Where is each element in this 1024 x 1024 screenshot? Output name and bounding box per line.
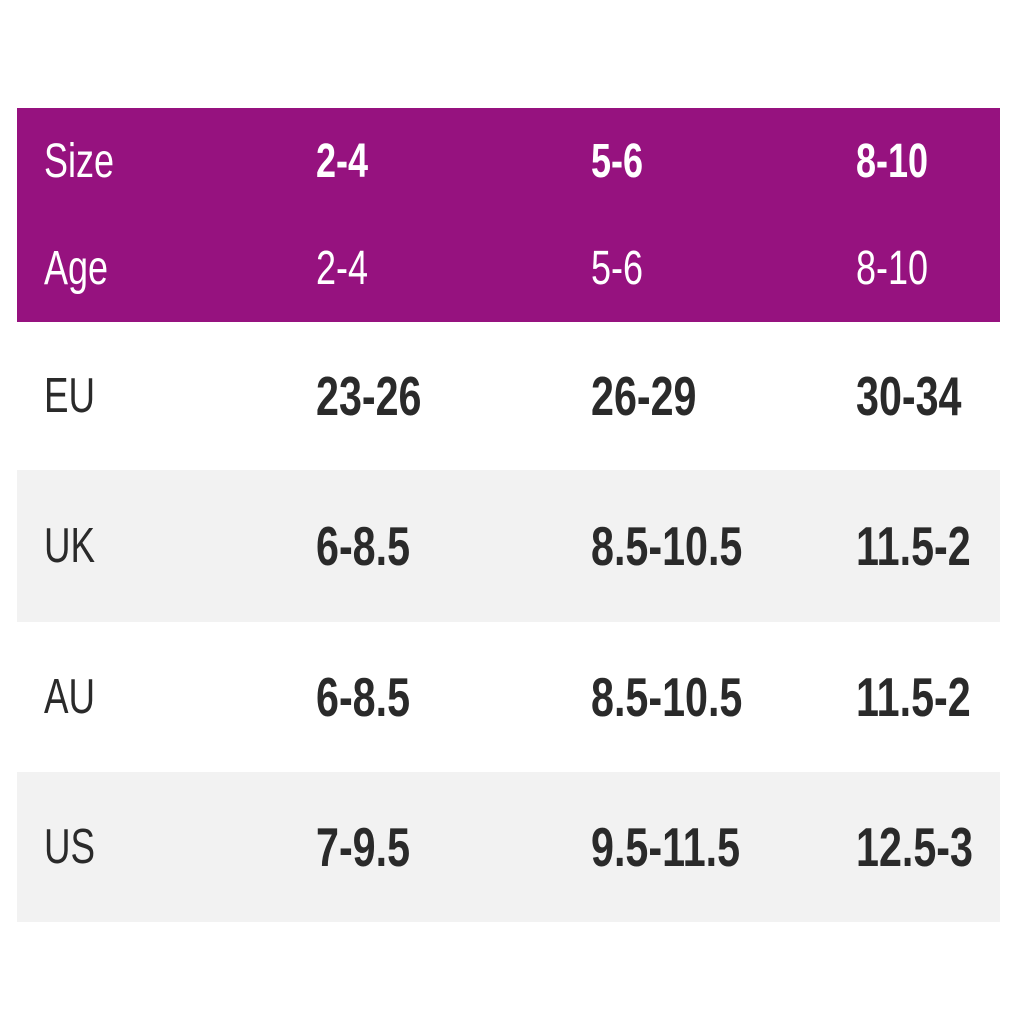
row-label-size: Size	[17, 134, 289, 188]
au-value-col3: 11.5-2	[829, 665, 1009, 728]
uk-value-col3: 11.5-2	[829, 514, 1009, 577]
age-value-col1: 2-4	[289, 241, 564, 295]
au-value-col2: 8.5-10.5	[564, 665, 829, 728]
table-row-au: AU 6-8.5 8.5-10.5 11.5-2	[17, 622, 1000, 772]
size-value-col2: 5-6	[564, 134, 829, 188]
us-value-col2-text: 9.5-11.5	[591, 815, 741, 878]
table-row-us: US 7-9.5 9.5-11.5 12.5-3	[17, 772, 1000, 922]
table-row-age: Age 2-4 5-6 8-10	[17, 215, 1000, 322]
au-value-col3-text: 11.5-2	[856, 665, 971, 728]
age-value-col1-text: 2-4	[316, 241, 369, 295]
row-label-size-text: Size	[44, 134, 115, 188]
row-label-eu-text: EU	[44, 368, 96, 423]
uk-value-col1: 6-8.5	[289, 514, 564, 577]
size-value-col3: 8-10	[829, 134, 1000, 188]
row-label-eu: EU	[17, 368, 289, 423]
size-value-col1: 2-4	[289, 134, 564, 188]
uk-value-col1-text: 6-8.5	[316, 514, 411, 577]
eu-value-col2-text: 26-29	[591, 364, 697, 427]
row-label-uk: UK	[17, 518, 289, 573]
uk-value-col2-text: 8.5-10.5	[591, 514, 743, 577]
eu-value-col3: 30-34	[829, 364, 1000, 427]
age-value-col3-text: 8-10	[856, 241, 929, 295]
us-value-col1-text: 7-9.5	[316, 815, 411, 878]
row-label-au: AU	[17, 669, 289, 724]
size-value-col3-text: 8-10	[856, 134, 929, 188]
size-chart-header: Size 2-4 5-6 8-10 Age 2-4 5-6 8-10	[17, 108, 1000, 322]
us-value-col2: 9.5-11.5	[564, 815, 829, 878]
row-label-age: Age	[17, 241, 289, 295]
eu-value-col1: 23-26	[289, 364, 564, 427]
us-value-col3-text: 12.5-3	[856, 815, 973, 878]
row-label-au-text: AU	[44, 669, 96, 724]
age-value-col2-text: 5-6	[591, 241, 644, 295]
table-row-eu: EU 23-26 26-29 30-34	[17, 322, 1000, 470]
uk-value-col2: 8.5-10.5	[564, 514, 829, 577]
size-chart-table: Size 2-4 5-6 8-10 Age 2-4 5-6 8-10	[17, 108, 1000, 922]
row-label-age-text: Age	[44, 241, 109, 295]
au-value-col2-text: 8.5-10.5	[591, 665, 743, 728]
age-value-col3: 8-10	[829, 241, 1000, 295]
us-value-col3: 12.5-3	[829, 815, 1012, 878]
row-label-us-text: US	[44, 819, 96, 874]
table-row-size: Size 2-4 5-6 8-10	[17, 108, 1000, 215]
table-row-uk: UK 6-8.5 8.5-10.5 11.5-2	[17, 470, 1000, 622]
row-label-uk-text: UK	[44, 518, 96, 573]
eu-value-col2: 26-29	[564, 364, 829, 427]
au-value-col1: 6-8.5	[289, 665, 564, 728]
au-value-col1-text: 6-8.5	[316, 665, 411, 728]
size-value-col1-text: 2-4	[316, 134, 369, 188]
us-value-col1: 7-9.5	[289, 815, 564, 878]
age-value-col2: 5-6	[564, 241, 829, 295]
size-value-col2-text: 5-6	[591, 134, 644, 188]
uk-value-col3-text: 11.5-2	[856, 514, 971, 577]
row-label-us: US	[17, 819, 289, 874]
eu-value-col3-text: 30-34	[856, 364, 962, 427]
eu-value-col1-text: 23-26	[316, 364, 422, 427]
